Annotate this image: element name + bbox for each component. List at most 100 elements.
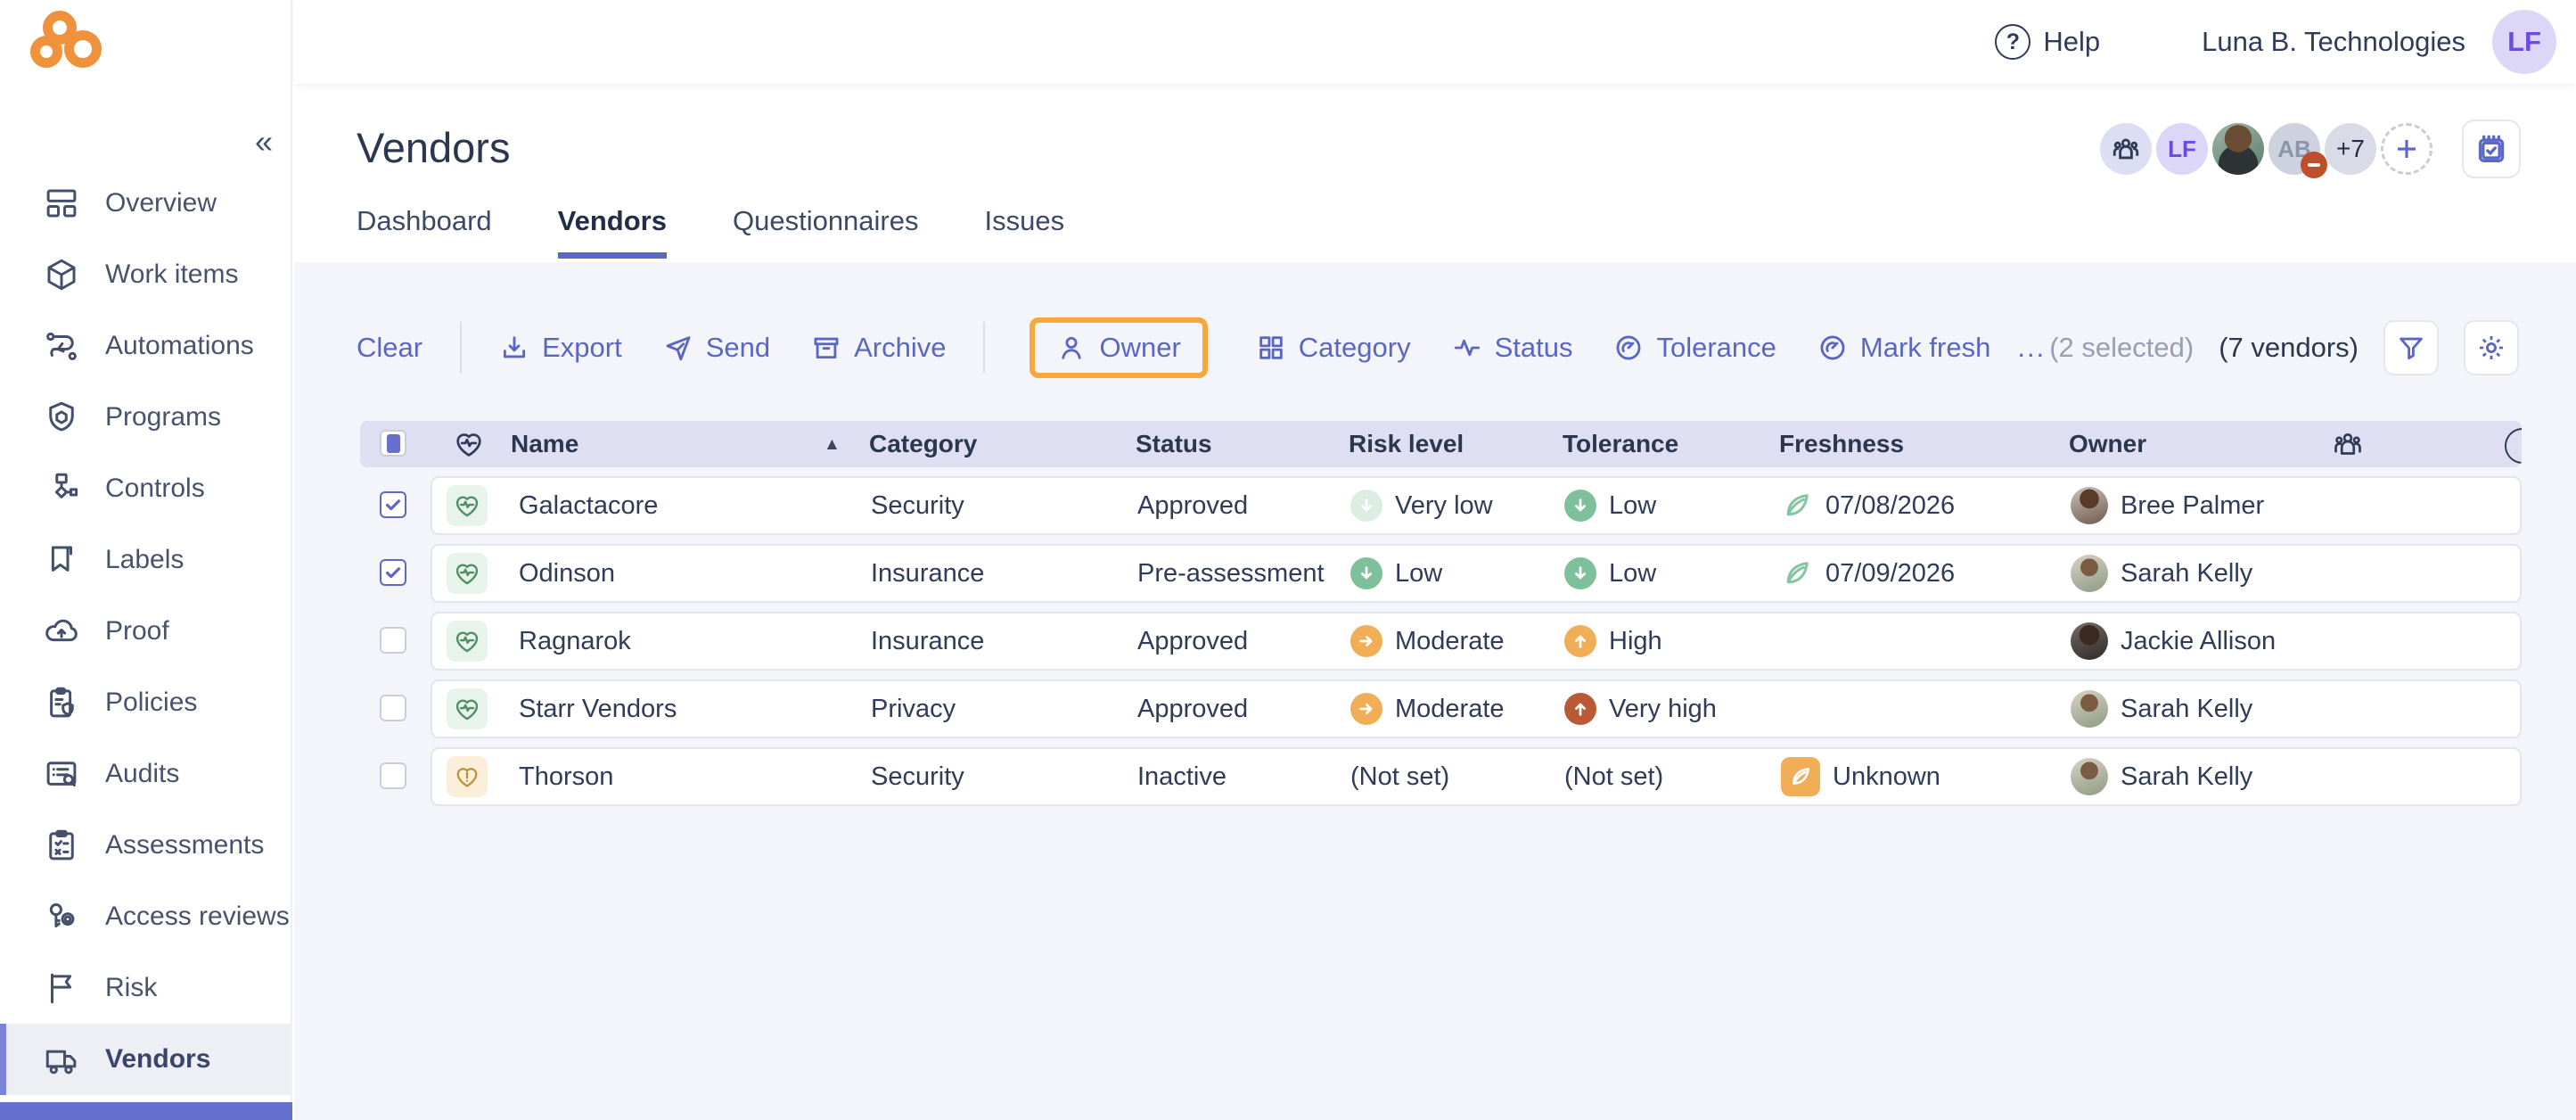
tab-questionnaires[interactable]: Questionnaires [732, 205, 919, 236]
archive-label: Archive [854, 332, 947, 363]
freshness-date: 07/09/2026 [1825, 558, 1956, 588]
vendor-name[interactable]: Ragnarok [519, 626, 631, 655]
archive-button[interactable]: Archive [811, 332, 946, 364]
people-group-avatar[interactable] [2100, 123, 2152, 175]
filter-button[interactable] [2383, 320, 2439, 375]
sidebar-item-controls[interactable]: Controls [0, 453, 291, 524]
sidebar-item-label: Assessments [105, 830, 265, 860]
org-avatar [2127, 8, 2186, 76]
category-button[interactable]: Category [1256, 332, 1411, 364]
heart-pulse-icon [447, 553, 488, 594]
table-row: Galactacore Security Approved Very low L… [360, 476, 2522, 535]
clear-selection-button[interactable]: Clear [357, 332, 423, 363]
sidebar-item-risk[interactable]: Risk [0, 952, 291, 1024]
sidebar-item-proof[interactable]: Proof [0, 596, 291, 667]
export-button[interactable]: Export [499, 332, 622, 364]
owner-name: Bree Palmer [2121, 490, 2265, 520]
tolerance-label: Very high [1609, 694, 1717, 723]
column-header-category[interactable]: Category [869, 430, 978, 457]
column-header-risk[interactable]: Risk level [1349, 430, 1464, 457]
help-button[interactable]: ? Help [1995, 24, 2100, 60]
schedule-button[interactable] [2462, 119, 2521, 178]
owner-label: Owner [1099, 332, 1181, 363]
column-header-freshness[interactable]: Freshness [1779, 430, 1905, 457]
sidebar-item-assessments[interactable]: Assessments [0, 810, 291, 881]
tolerance-label: Low [1609, 490, 1657, 520]
page-title: Vendors [357, 124, 511, 171]
vendor-name[interactable]: Starr Vendors [519, 694, 677, 723]
row-checkbox[interactable] [380, 762, 406, 789]
sidebar-item-vendors[interactable]: Vendors [0, 1024, 291, 1095]
mark-fresh-button[interactable]: Mark fresh [1817, 332, 1990, 364]
row-checkbox-checked[interactable] [380, 491, 406, 518]
column-header-owner[interactable]: Owner [2069, 430, 2147, 457]
row-checkbox-checked[interactable] [380, 559, 406, 586]
vendor-card[interactable]: Thorson Security Inactive (Not set) (Not… [431, 747, 2522, 806]
vendor-name[interactable]: Thorson [519, 762, 614, 791]
sidebar-item-policies[interactable]: Policies [0, 667, 291, 738]
org-switcher[interactable]: Luna B. Technologies [2127, 8, 2465, 76]
gauge-icon [1617, 335, 1641, 360]
tab-issues[interactable]: Issues [984, 205, 1065, 236]
risk-level: Moderate [1350, 614, 1505, 669]
vendor-status: Approved [1137, 694, 1249, 723]
toolbar-divider [460, 322, 463, 374]
vendor-name[interactable]: Odinson [519, 558, 616, 588]
vendor-name[interactable]: Galactacore [519, 490, 659, 520]
download-icon [504, 336, 526, 358]
sidebar-item-automations[interactable]: Automations [0, 310, 291, 382]
sidebar-item-audits[interactable]: Audits [0, 738, 291, 810]
tolerance: High [1564, 614, 1662, 669]
table-row: Ragnarok Insurance Approved Moderate Hig… [360, 612, 2522, 671]
leaf-icon [1781, 490, 1813, 522]
avatar-overflow[interactable]: +7 [2325, 123, 2376, 175]
sidebar-item-label: Overview [105, 188, 217, 218]
risk-moderate-icon [1350, 693, 1382, 725]
select-all-checkbox[interactable] [380, 430, 406, 457]
sort-ascending-icon[interactable]: ▲ [824, 435, 841, 454]
tab-dashboard[interactable]: Dashboard [357, 205, 492, 236]
audits-icon [46, 762, 77, 787]
tolerance-low-icon [1564, 490, 1596, 522]
user-avatar[interactable]: LF [2492, 10, 2556, 74]
risk-level: Very low [1350, 478, 1493, 533]
send-button[interactable]: Send [663, 332, 770, 364]
table-settings-button[interactable] [2464, 320, 2519, 375]
avatar-lf[interactable]: LF [2156, 123, 2208, 175]
avatar-ab[interactable]: AB [2268, 123, 2327, 178]
sidebar-item-work-items[interactable]: Work items [0, 239, 291, 310]
vendor-status: Approved [1137, 626, 1249, 655]
add-collaborator-button[interactable] [2381, 123, 2432, 175]
sidebar-item-labels[interactable]: Labels [0, 524, 291, 596]
vendor-card[interactable]: Ragnarok Insurance Approved Moderate Hig… [431, 612, 2522, 671]
column-header-status[interactable]: Status [1136, 430, 1212, 457]
sidebar-item-access-reviews[interactable]: Access reviews [0, 881, 291, 952]
owner-filter-button-highlighted[interactable]: Owner [1030, 317, 1208, 378]
assessments-icon [49, 829, 74, 861]
sidebar-item-overview[interactable]: Overview [0, 168, 291, 239]
vendor-card[interactable]: Galactacore Security Approved Very low L… [431, 476, 2522, 535]
tolerance-button[interactable]: Tolerance [1613, 332, 1776, 364]
column-header-name[interactable]: Name [511, 430, 579, 457]
stale-leaf-icon [1781, 757, 1820, 796]
avatar-photo[interactable] [2212, 123, 2264, 175]
row-checkbox[interactable] [380, 627, 406, 654]
more-actions-button[interactable]: ... [2017, 332, 2047, 363]
sidebar-collapse-button[interactable]: « [254, 123, 273, 160]
risk-label: Low [1395, 558, 1443, 588]
sidebar-item-programs[interactable]: Programs [0, 382, 291, 453]
tolerance-high-icon [1564, 625, 1596, 657]
sidebar-nav: Overview Work items Automations Programs… [0, 168, 291, 1095]
vendor-status: Approved [1137, 490, 1249, 520]
people-group-column-icon [2334, 433, 2361, 455]
column-header-tolerance[interactable]: Tolerance [1563, 430, 1679, 457]
status-button[interactable]: Status [1452, 332, 1572, 364]
sidebar-item-label: Audits [105, 759, 180, 788]
vendor-card[interactable]: Odinson Insurance Pre-assessment Low Low… [431, 544, 2522, 603]
tab-vendors[interactable]: Vendors [557, 205, 668, 259]
row-checkbox[interactable] [380, 695, 406, 721]
vendor-card[interactable]: Starr Vendors Privacy Approved Moderate … [431, 679, 2522, 738]
collaborator-avatars: LF AB +7 [2100, 119, 2521, 178]
table-row: Odinson Insurance Pre-assessment Low Low… [360, 544, 2522, 603]
app-logo-icon[interactable] [30, 11, 102, 68]
